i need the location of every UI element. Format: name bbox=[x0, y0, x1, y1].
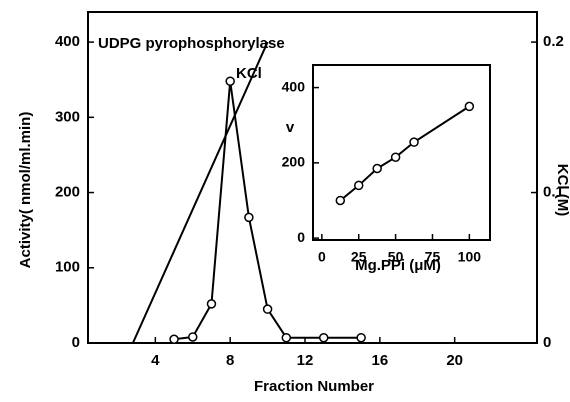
point bbox=[225, 76, 235, 86]
series-label: UDPG pyrophosphorylase bbox=[98, 35, 285, 52]
point bbox=[188, 332, 198, 342]
x-tick-label: 75 bbox=[425, 249, 441, 265]
y-tick-label: 200 bbox=[282, 154, 306, 170]
point bbox=[353, 180, 364, 191]
point bbox=[390, 152, 401, 162]
y-tick-label: 0 bbox=[72, 334, 80, 351]
y-tick-label: 100 bbox=[55, 259, 80, 276]
x-tick-label: 25 bbox=[351, 249, 367, 265]
point bbox=[281, 332, 292, 343]
y2-tick-label: 0 bbox=[543, 334, 551, 351]
point bbox=[356, 332, 366, 343]
point bbox=[244, 212, 254, 223]
x-tick-label: 8 bbox=[226, 352, 234, 369]
y-tick-label: 0 bbox=[297, 229, 305, 245]
x-tick-label: 12 bbox=[297, 352, 314, 369]
inset-x-label: Mg.PPi (μM) bbox=[355, 257, 441, 274]
y-axis-label: Activity( nmol/ml.min) bbox=[17, 112, 34, 269]
point bbox=[372, 163, 382, 174]
x-tick-label: 0 bbox=[318, 249, 326, 265]
point bbox=[318, 332, 329, 343]
y-tick-label: 200 bbox=[55, 184, 80, 201]
point bbox=[464, 101, 475, 112]
y-tick-label: 300 bbox=[55, 108, 80, 125]
y-tick-label: 400 bbox=[55, 33, 80, 50]
point bbox=[169, 334, 179, 344]
point bbox=[335, 195, 346, 206]
y2-tick-label: 0.2 bbox=[543, 33, 564, 50]
series-label: KCl bbox=[236, 65, 262, 82]
point bbox=[409, 137, 419, 147]
point bbox=[206, 299, 217, 309]
x-tick-label: 16 bbox=[372, 352, 389, 369]
line bbox=[131, 41, 269, 344]
y-tick-label: 400 bbox=[282, 78, 306, 94]
x-tick-label: 50 bbox=[388, 249, 404, 265]
x-tick-label: 100 bbox=[458, 249, 482, 265]
inset-y-label: v bbox=[286, 119, 295, 136]
y2-axis-label: KCl (M) bbox=[554, 164, 570, 217]
x-tick-label: 20 bbox=[446, 352, 463, 369]
y2-tick-label: 0.1 bbox=[543, 184, 564, 201]
point bbox=[262, 304, 273, 314]
plot-frame bbox=[87, 11, 538, 344]
x-axis-label: Fraction Number bbox=[254, 378, 374, 395]
x-tick-label: 4 bbox=[151, 352, 160, 369]
